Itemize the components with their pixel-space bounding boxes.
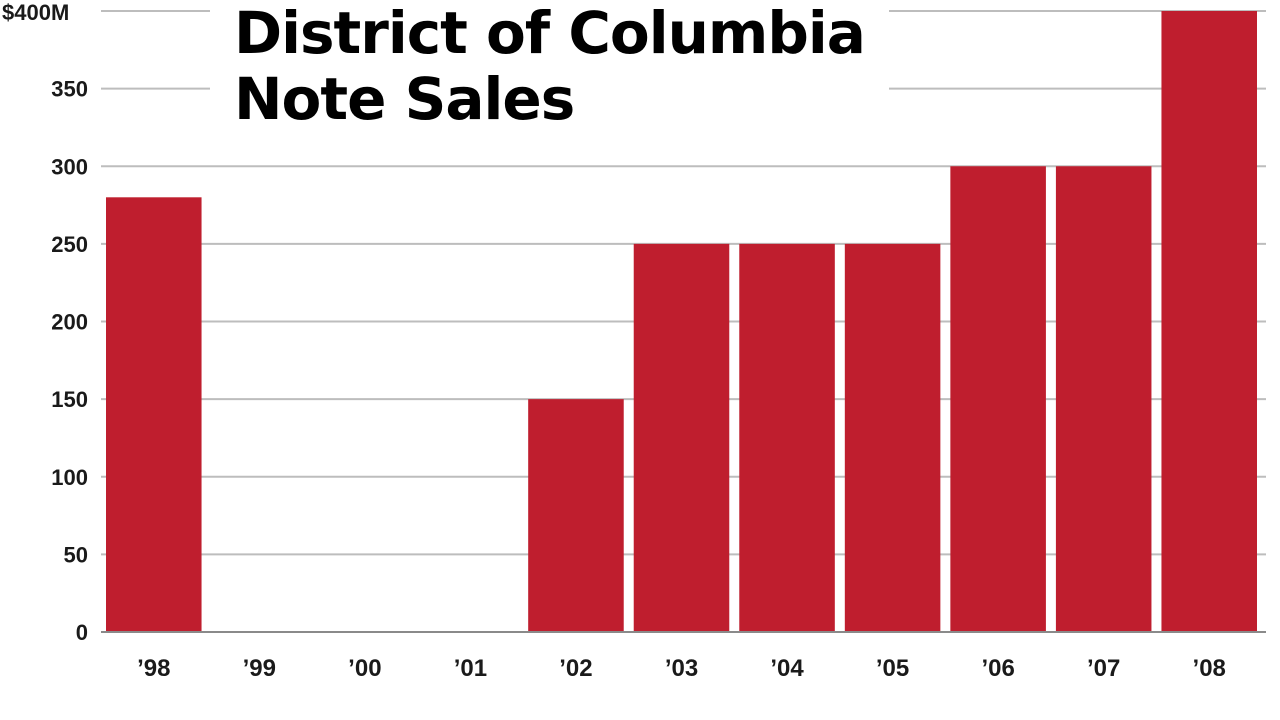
y-tick-label: 300: [51, 154, 88, 179]
x-tick-label: ’07: [1087, 655, 1120, 682]
chart-title: District of Columbia Note Sales: [210, 0, 889, 136]
y-tick-label: $400M: [2, 0, 69, 25]
y-tick-label: 350: [51, 77, 88, 102]
y-tick-labels: 0 50 100 150 200 250 300 350 $400M: [2, 0, 88, 645]
y-tick-label: 0: [76, 620, 88, 645]
chart-title-line-2: Note Sales: [234, 65, 575, 133]
bar: [106, 197, 202, 633]
x-tick-label: ’03: [665, 655, 698, 682]
x-tick-label: ’04: [770, 655, 804, 682]
bar: [844, 243, 941, 632]
x-tick-label: ’06: [981, 655, 1014, 682]
x-tick-label: ’98: [137, 655, 170, 682]
x-tick-labels: ’98 ’99 ’00 ’01 ’02 ’03 ’04 ’05 ’06 ’07 ’08: [137, 655, 1226, 682]
bar: [950, 166, 1046, 632]
y-tick-label: 50: [64, 542, 88, 567]
x-tick-label: ’99: [243, 655, 276, 682]
bar: [1055, 166, 1152, 632]
x-tick-label: ’08: [1193, 655, 1226, 682]
y-tick-label: 150: [51, 387, 88, 412]
x-tick-label: ’05: [876, 655, 909, 682]
y-tick-label: 250: [51, 232, 88, 257]
bar: [633, 243, 730, 632]
x-tick-label: ’02: [559, 655, 592, 682]
bar: [528, 399, 624, 632]
bar: [739, 243, 835, 632]
x-tick-label: ’00: [348, 655, 381, 682]
chart-title-line-1: District of Columbia: [234, 0, 866, 67]
bar: [1161, 11, 1257, 632]
x-tick-label: ’01: [454, 655, 487, 682]
bars: [106, 11, 1257, 633]
y-tick-label: 100: [51, 465, 88, 490]
y-tick-label: 200: [51, 310, 88, 335]
